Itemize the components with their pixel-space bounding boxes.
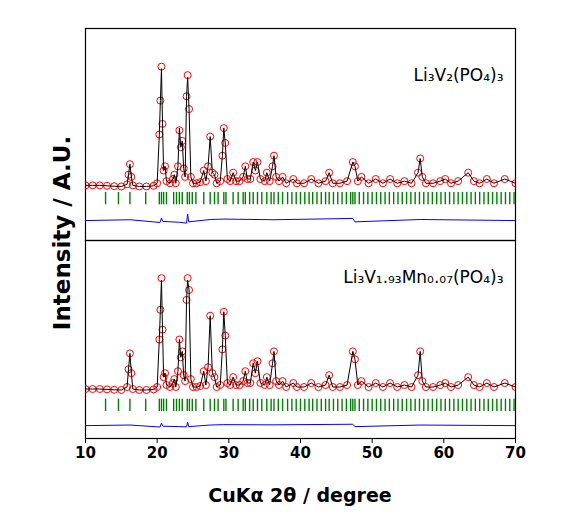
html-text:Intensity / A.U.: Intensity / A.U. — [49, 135, 75, 331]
html-text:CuKα 2θ / degree: CuKα 2θ / degree — [208, 484, 392, 506]
svg-text:Li₃V₁.₉₃Mn₀.₀₇(PO₄)₃: Li₃V₁.₉₃Mn₀.₀₇(PO₄)₃ — [343, 267, 503, 287]
svg-text:70: 70 — [505, 444, 526, 462]
svg-text:30: 30 — [218, 444, 239, 462]
svg-text:60: 60 — [433, 444, 454, 462]
svg-text:Li₃V₂(PO₄)₃: Li₃V₂(PO₄)₃ — [414, 65, 504, 85]
svg-text:50: 50 — [362, 444, 383, 462]
svg-text:40: 40 — [290, 444, 311, 462]
svg-text:10: 10 — [75, 444, 96, 462]
svg-text:20: 20 — [147, 444, 168, 462]
